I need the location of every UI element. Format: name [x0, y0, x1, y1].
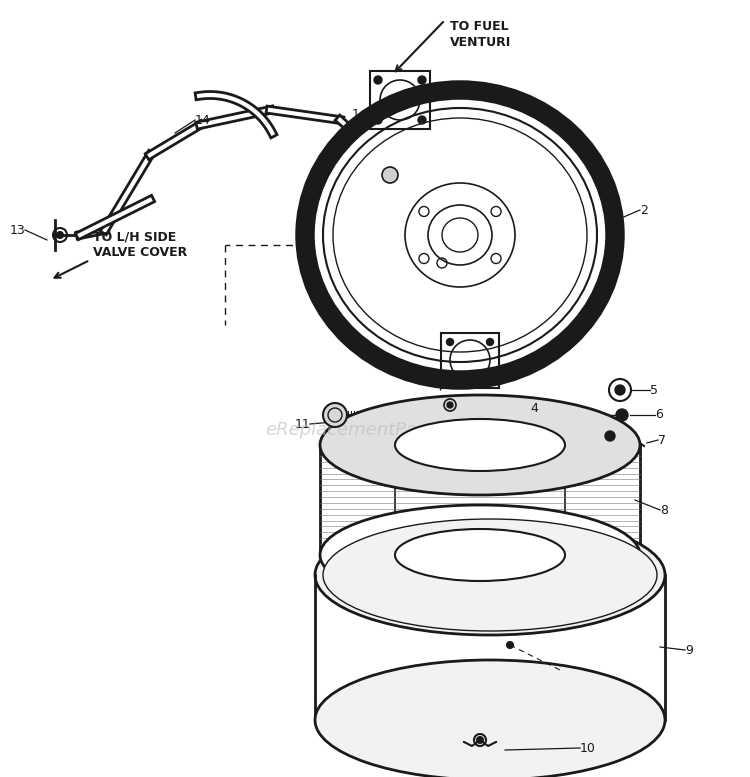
Circle shape: [446, 375, 454, 382]
Text: 3: 3: [555, 343, 562, 357]
Text: 2: 2: [640, 204, 648, 217]
Text: 7: 7: [658, 434, 666, 447]
Ellipse shape: [305, 90, 615, 380]
Ellipse shape: [323, 519, 657, 631]
Circle shape: [477, 737, 483, 743]
Ellipse shape: [323, 108, 597, 362]
Ellipse shape: [405, 183, 515, 287]
Ellipse shape: [320, 395, 640, 495]
Circle shape: [447, 402, 453, 408]
Text: TO FUEL
VENTURI: TO FUEL VENTURI: [450, 20, 512, 50]
Circle shape: [507, 642, 513, 648]
Circle shape: [374, 116, 382, 124]
Circle shape: [382, 167, 398, 183]
Text: TO L/H SIDE
VALVE COVER: TO L/H SIDE VALVE COVER: [93, 231, 188, 260]
Text: 13: 13: [9, 224, 25, 236]
Ellipse shape: [395, 419, 565, 471]
Circle shape: [487, 375, 494, 382]
Text: 10: 10: [580, 741, 596, 754]
Text: 1: 1: [352, 109, 360, 121]
Circle shape: [615, 385, 625, 395]
Ellipse shape: [315, 660, 665, 777]
Circle shape: [418, 76, 426, 84]
Circle shape: [323, 403, 347, 427]
Circle shape: [446, 339, 454, 346]
Text: 12: 12: [420, 163, 436, 176]
Bar: [441, 333, 499, 388]
Circle shape: [487, 339, 494, 346]
Circle shape: [605, 431, 615, 441]
Text: 8: 8: [660, 503, 668, 517]
Text: 9: 9: [685, 643, 693, 657]
Text: 4: 4: [530, 402, 538, 414]
Text: 6: 6: [655, 409, 663, 421]
Circle shape: [57, 232, 63, 238]
Bar: [370, 71, 430, 129]
Ellipse shape: [315, 515, 665, 635]
Ellipse shape: [320, 505, 640, 605]
Circle shape: [418, 116, 426, 124]
Ellipse shape: [395, 529, 565, 581]
Text: 11: 11: [294, 417, 310, 430]
Circle shape: [374, 76, 382, 84]
Circle shape: [616, 409, 628, 421]
Text: 14: 14: [195, 113, 211, 127]
Text: eReplacementParts.com: eReplacementParts.com: [265, 421, 485, 439]
Text: 5: 5: [650, 384, 658, 396]
